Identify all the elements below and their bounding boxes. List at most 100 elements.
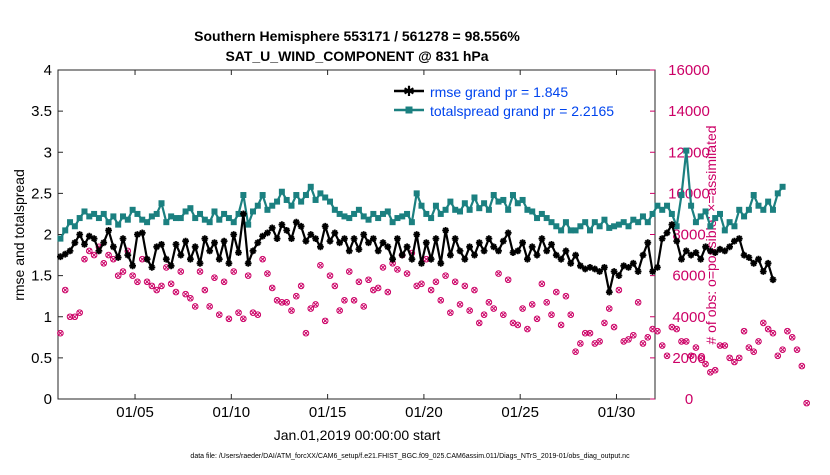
obs-marker: [466, 307, 473, 314]
obs-marker: [432, 278, 440, 286]
totalspread-point: [404, 210, 411, 217]
obs-possible-circle: [360, 303, 368, 310]
totalspread-point: [408, 219, 415, 226]
rmse-point: [71, 239, 79, 247]
rmse-star: [220, 237, 228, 245]
obs-assimilated-x: [57, 330, 64, 336]
totalspread-point: [457, 208, 464, 215]
obs-possible-circle: [610, 323, 618, 331]
rmse-star: [259, 232, 266, 240]
rmse-star: [374, 247, 382, 255]
obs-marker: [134, 278, 141, 286]
obs-marker: [793, 346, 801, 353]
obs-marker: [153, 286, 160, 294]
obs-possible-circle: [726, 354, 733, 362]
obs-assimilated-x: [544, 299, 550, 306]
obs-assimilated-x: [202, 287, 208, 293]
obs-assimilated-x: [717, 342, 723, 349]
obs-possible-circle: [66, 313, 74, 321]
totalspread-point: [543, 215, 550, 222]
totalspread-point: [741, 213, 748, 220]
rmse-point: [591, 265, 599, 273]
obs-assimilated-x: [207, 303, 213, 310]
rmse-point: [182, 237, 189, 245]
rmse-star: [341, 235, 348, 242]
rmse-point: [312, 235, 319, 242]
obs-possible-circle: [553, 288, 560, 296]
obs-assimilated-x: [274, 297, 280, 303]
rmse-point: [90, 235, 98, 242]
obs-possible-circle: [769, 329, 777, 337]
rmse-star: [206, 247, 214, 255]
obs-marker: [673, 325, 680, 333]
obs-possible-circle: [500, 311, 507, 318]
rmse-point: [273, 235, 281, 242]
obs-possible-circle: [321, 317, 329, 325]
rmse-point: [292, 218, 300, 226]
rmse-point: [485, 235, 493, 242]
obs-assimilated-x: [423, 256, 429, 262]
obs-possible-circle: [654, 327, 661, 335]
series-lines: [57, 147, 786, 296]
obs-assimilated-x: [707, 369, 714, 375]
obs-count-markers: [57, 243, 810, 407]
rmse-star: [312, 235, 319, 242]
rmse-point: [596, 268, 603, 275]
rmse-point: [509, 249, 517, 256]
obs-marker: [129, 272, 136, 279]
totalspread-point: [302, 192, 309, 199]
rmse-point: [307, 231, 315, 238]
obs-marker: [331, 282, 339, 290]
totalspread-point: [481, 200, 488, 207]
obs-marker: [341, 297, 348, 304]
obs-possible-circle: [543, 299, 550, 306]
obs-marker: [321, 317, 329, 325]
rmse-point: [360, 231, 368, 238]
obs-possible-circle: [71, 313, 79, 321]
obs-marker: [379, 264, 387, 271]
x-tick-label: 01/30: [598, 404, 636, 421]
obs-possible-circle: [201, 286, 209, 294]
rmse-star: [577, 262, 584, 270]
obs-assimilated-x: [457, 301, 463, 308]
rmse-point: [81, 241, 88, 248]
rmse-point: [249, 247, 257, 255]
obs-marker: [586, 329, 594, 337]
rmse-point: [302, 237, 310, 245]
obs-assimilated-x: [259, 256, 266, 262]
obs-possible-circle: [490, 305, 498, 312]
totalspread-point: [201, 216, 208, 223]
rmse-point: [668, 221, 676, 228]
obs-possible-circle: [235, 309, 242, 316]
rmse-point: [697, 255, 705, 263]
rmse-point: [514, 247, 522, 255]
totalspread-point: [254, 202, 261, 209]
obs-possible-circle: [191, 303, 199, 310]
obs-assimilated-x: [476, 320, 482, 326]
obs-possible-circle: [774, 352, 782, 360]
obs-marker: [538, 280, 546, 288]
obs-assimilated-x: [380, 264, 386, 271]
rmse-star: [413, 231, 421, 238]
rmse-point: [447, 251, 454, 259]
obs-assimilated-x: [789, 334, 795, 340]
rmse-star: [148, 264, 156, 271]
totalspread-point: [62, 227, 69, 234]
rmse-point: [138, 229, 146, 237]
rmse-star: [264, 229, 271, 237]
rmse-star: [658, 235, 666, 242]
rmse-star: [514, 247, 522, 255]
rmse-star: [716, 245, 724, 253]
rmse-star: [398, 251, 406, 259]
totalspread-point: [182, 208, 189, 215]
obs-possible-circle: [336, 307, 343, 314]
obs-assimilated-x: [433, 279, 439, 285]
obs-marker: [610, 323, 618, 331]
rmse-star: [499, 237, 507, 245]
rmse-star: [567, 259, 575, 267]
obs-assimilated-x: [693, 344, 699, 351]
obs-assimilated-x: [751, 349, 757, 355]
totalspread-point: [283, 196, 290, 203]
obs-possible-circle: [601, 319, 608, 327]
